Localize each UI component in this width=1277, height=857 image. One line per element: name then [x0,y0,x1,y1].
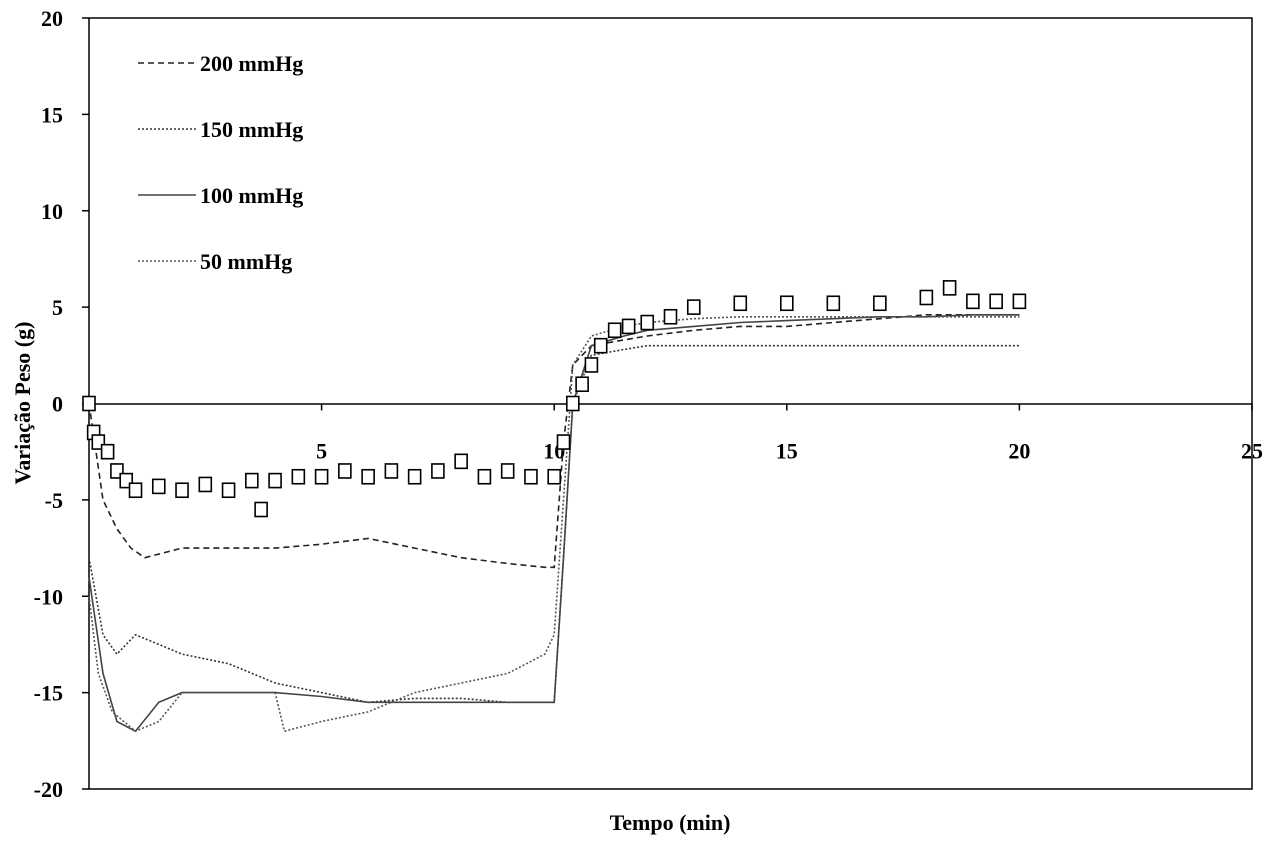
data-point-marker [640,314,655,331]
data-point-marker [100,443,115,460]
data-point-marker [221,482,236,499]
data-point-marker [291,468,306,485]
series-markers [82,280,1027,518]
y-tick-label: 10 [41,199,63,224]
legend-label: 150 mmHg [200,117,303,142]
y-axis-ticks: 20 15 10 5 0 -5 -10 -15 -20 [34,6,89,802]
y-tick-label: 15 [41,102,63,127]
data-point-marker [524,468,538,485]
data-point-marker [607,322,622,339]
data-point-marker [584,357,599,373]
data-point-marker [198,476,213,493]
data-point-marker [431,463,445,479]
data-point-marker [686,299,701,315]
data-point-marker [338,463,352,479]
y-tick-label: 5 [52,295,63,320]
legend-label: 50 mmHg [200,249,292,274]
x-tick-label: 25 [1241,439,1263,464]
y-tick-label: 20 [41,6,63,31]
data-point-marker [314,468,329,485]
series-line-150-mmhg [88,344,1020,704]
data-point-marker [593,337,608,354]
data-point-marker [254,501,268,518]
data-point-marker [621,318,636,335]
data-point-marker [268,472,282,489]
legend-label: 200 mmHg [200,51,303,76]
y-tick-label: -10 [34,584,63,609]
data-point-marker [245,472,259,489]
data-point-marker [566,395,580,412]
data-point-marker [361,468,375,485]
y-tick-label: 0 [52,392,63,417]
y-tick-label: -20 [34,777,63,802]
legend: 200 mmHg 150 mmHg 100 mmHg 50 mmHg [138,51,303,274]
y-tick-label: -15 [34,681,63,706]
series-line-50-mmhg [88,315,1020,733]
data-point-marker [454,453,468,470]
data-point-marker [873,295,887,312]
data-point-marker [175,482,189,499]
data-point-marker [407,468,422,485]
data-point-marker [547,468,562,485]
x-tick-label: 20 [1008,439,1030,464]
data-point-marker [82,395,96,412]
data-point-marker [989,293,1003,310]
series-line-100-mmhg [88,313,1020,733]
data-point-marker [556,434,571,450]
data-point-marker [151,478,166,495]
data-point-marker [575,376,589,393]
x-tick-label: 5 [316,439,327,464]
x-axis-ticks: 5 10 15 20 25 [316,403,1263,464]
series-layer [82,280,1027,733]
data-point-marker [733,295,748,312]
data-point-marker [942,280,957,296]
y-axis-title: Variação Peso (g) [10,322,35,485]
data-point-marker [384,463,399,479]
y-tick-label: -5 [45,488,63,513]
data-point-marker [128,482,143,499]
legend-label: 100 mmHg [200,183,303,208]
data-point-marker [1012,293,1027,310]
data-point-marker [500,463,515,479]
data-point-marker [826,295,841,312]
data-point-marker [919,289,934,306]
x-tick-label: 15 [776,439,798,464]
data-point-marker [966,293,980,310]
series-line-200-mmhg [88,313,1020,569]
data-point-marker [477,468,492,485]
data-point-marker [663,308,678,325]
data-point-marker [779,295,794,312]
x-axis-title: Tempo (min) [610,810,731,835]
